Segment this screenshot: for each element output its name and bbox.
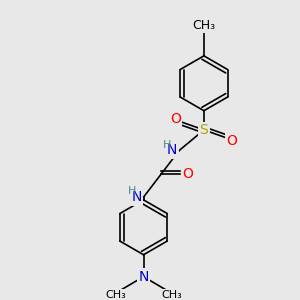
Text: N: N xyxy=(138,270,149,284)
Text: CH₃: CH₃ xyxy=(105,290,126,300)
Text: N: N xyxy=(167,143,177,158)
Text: O: O xyxy=(170,112,181,126)
Text: O: O xyxy=(182,167,193,181)
Text: H: H xyxy=(163,140,172,150)
Text: CH₃: CH₃ xyxy=(192,19,215,32)
Text: N: N xyxy=(131,190,142,204)
Text: H: H xyxy=(128,186,136,196)
Text: O: O xyxy=(227,134,238,148)
Text: CH₃: CH₃ xyxy=(161,290,182,300)
Text: S: S xyxy=(200,123,208,137)
